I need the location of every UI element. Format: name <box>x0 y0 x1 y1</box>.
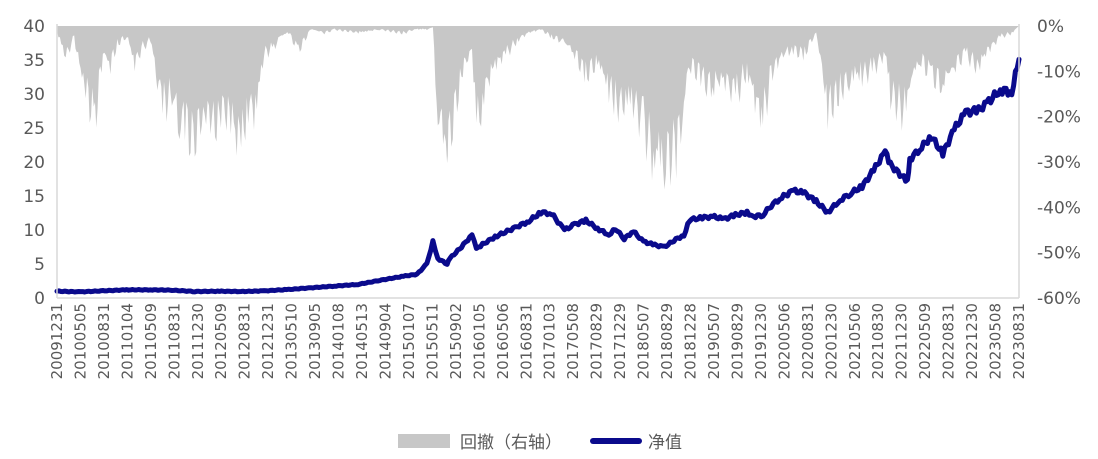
x-tick-label: 20150902 <box>447 303 465 379</box>
x-tick-label: 20160506 <box>494 303 512 379</box>
y-right-axis: 0% -10% -20% -30% -40% -50% -60% <box>1037 17 1081 309</box>
y-left-tick-label: 20 <box>23 153 45 173</box>
x-tick-label: 20160105 <box>470 303 488 379</box>
x-tick-label: 20100505 <box>71 303 89 379</box>
axis-lines <box>56 24 1020 299</box>
x-tick-label: 20120509 <box>212 303 230 379</box>
x-tick-label: 20220831 <box>940 303 958 379</box>
x-tick-label: 20091231 <box>48 303 66 379</box>
legend-swatch-nav <box>590 437 642 444</box>
y-right-tick-label: -20% <box>1037 108 1081 128</box>
x-axis: 20091231 20100505 20100831 20110104 20110509… <box>48 303 1028 379</box>
x-tick-label: 20121231 <box>259 303 277 379</box>
x-tick-label: 20140904 <box>376 303 394 379</box>
x-tick-label: 20130510 <box>283 303 301 379</box>
x-tick-label: 20230831 <box>1010 303 1028 379</box>
x-tick-label: 20100831 <box>95 303 113 379</box>
y-left-tick-label: 35 <box>23 51 45 71</box>
y-left-tick-label: 10 <box>23 221 45 241</box>
y-right-tick-label: -10% <box>1037 62 1081 82</box>
x-tick-label: 20190829 <box>728 303 746 379</box>
x-tick-label: 20160831 <box>517 303 535 379</box>
y-right-tick-label: -30% <box>1037 153 1081 173</box>
x-tick-label: 20181228 <box>682 303 700 379</box>
y-left-axis: 0 5 10 15 20 25 30 35 40 <box>23 17 45 309</box>
x-tick-label: 20191230 <box>752 303 770 379</box>
x-tick-label: 20150511 <box>423 303 441 379</box>
x-tick-label: 20170103 <box>541 303 559 379</box>
drawdown-area <box>57 26 1019 190</box>
x-tick-label: 20110831 <box>165 303 183 379</box>
x-tick-label: 20190507 <box>705 303 723 379</box>
x-tick-label: 20210830 <box>869 303 887 379</box>
y-right-tick-label: -50% <box>1037 244 1081 264</box>
x-tick-label: 20211230 <box>893 303 911 379</box>
nav-line <box>54 56 1022 295</box>
x-tick-label: 20140513 <box>353 303 371 379</box>
y-right-tick-label: -60% <box>1037 289 1081 309</box>
x-tick-label: 20171229 <box>611 303 629 379</box>
y-left-tick-label: 0 <box>34 289 45 309</box>
x-tick-label: 20120831 <box>236 303 254 379</box>
x-tick-label: 20200831 <box>799 303 817 379</box>
x-tick-label: 20200506 <box>775 303 793 379</box>
x-tick-label: 20201230 <box>822 303 840 379</box>
legend-label-nav: 净值 <box>648 433 682 453</box>
legend: 回撤（右轴） 净值 <box>398 428 682 453</box>
legend-swatch-drawdown <box>398 433 450 448</box>
x-tick-label: 20210506 <box>846 303 864 379</box>
y-left-tick-label: 40 <box>23 17 45 37</box>
y-right-tick-label: 0% <box>1037 17 1064 37</box>
y-left-tick-label: 15 <box>23 187 45 207</box>
y-left-tick-label: 25 <box>23 119 45 139</box>
x-tick-label: 20220509 <box>916 303 934 379</box>
x-tick-label: 20110104 <box>118 303 136 379</box>
x-tick-label: 20180829 <box>658 303 676 379</box>
x-tick-label: 20170829 <box>588 303 606 379</box>
x-tick-label: 20111230 <box>189 303 207 379</box>
x-tick-label: 20230508 <box>987 303 1005 379</box>
x-tick-label: 20130905 <box>306 303 324 379</box>
x-tick-label: 20140108 <box>330 303 348 379</box>
x-tick-label: 20170508 <box>564 303 582 379</box>
x-tick-label: 20110509 <box>142 303 160 379</box>
y-left-tick-label: 5 <box>34 255 45 275</box>
x-tick-label: 20221230 <box>963 303 981 379</box>
y-left-tick-label: 30 <box>23 85 45 105</box>
legend-label-drawdown: 回撤（右轴） <box>460 433 562 453</box>
drawdown-area-series <box>57 26 1019 190</box>
x-tick-label: 20180507 <box>635 303 653 379</box>
y-right-tick-label: -40% <box>1037 198 1081 218</box>
nav-line-series <box>54 56 1022 295</box>
x-tick-label: 20150107 <box>400 303 418 379</box>
